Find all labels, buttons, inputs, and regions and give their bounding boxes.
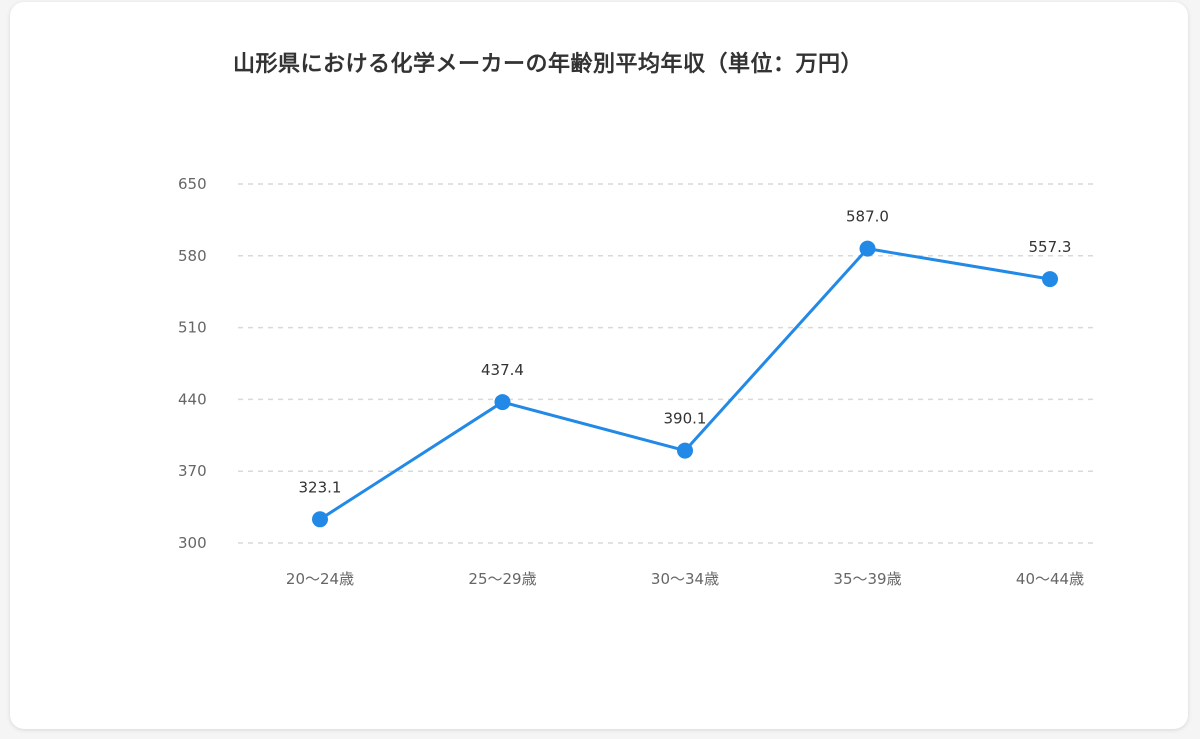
series-line-group [319,247,1051,521]
data-label: 557.3 [1029,238,1072,256]
y-tick-label: 440 [178,390,207,408]
data-label: 437.4 [481,361,524,379]
grid-lines [238,183,1098,544]
data-label: 323.1 [299,478,342,496]
y-axis-ticks: 300 370 440 510 580 650 [178,175,207,552]
x-tick-label: 30〜34歳 [651,570,719,588]
x-tick-label: 20〜24歳 [286,570,354,588]
data-point[interactable] [677,442,693,459]
data-point[interactable] [1042,271,1058,288]
y-tick-label: 510 [178,319,207,337]
data-point[interactable] [494,394,511,411]
y-tick-label: 650 [178,175,207,193]
chart-title: 山形県における化学メーカーの年齢別平均年収（単位：万円） [233,52,864,77]
data-label: 390.1 [664,410,707,428]
y-tick-label: 580 [178,247,207,265]
series-line [319,247,1051,521]
y-tick-label: 300 [178,534,207,552]
x-tick-label: 25〜29歳 [468,570,536,588]
data-point[interactable] [859,240,876,257]
x-axis-ticks: 20〜24歳 25〜29歳 30〜34歳 35〜39歳 40〜44歳 [286,570,1084,588]
x-tick-label: 35〜39歳 [833,570,901,588]
data-point[interactable] [312,511,328,528]
y-tick-label: 370 [178,462,207,480]
x-tick-label: 40〜44歳 [1016,570,1084,588]
data-label: 587.0 [846,208,889,226]
chart-card [10,2,1188,729]
data-labels: 323.1 437.4 390.1 587.0 557.3 [299,208,1072,497]
data-points [312,240,1058,528]
